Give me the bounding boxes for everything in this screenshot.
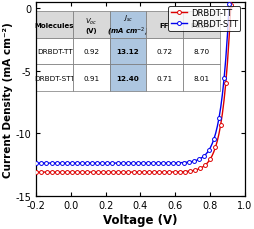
Y-axis label: Current Density (mA cm⁻²): Current Density (mA cm⁻²) bbox=[3, 22, 13, 177]
Line: DRBDT-TT: DRBDT-TT bbox=[34, 0, 240, 174]
DRBDT-TT bbox=[174, 171, 177, 174]
DRBDT-STT bbox=[89, 162, 92, 165]
DRBDT-STT bbox=[146, 162, 149, 165]
DRBDT-TT bbox=[77, 171, 80, 174]
DRBDT-STT bbox=[173, 162, 176, 165]
DRBDT-STT bbox=[77, 162, 80, 165]
Legend: DRBDT-TT, DRBDT-STT: DRBDT-TT, DRBDT-STT bbox=[168, 7, 240, 31]
DRBDT-TT bbox=[35, 171, 38, 174]
Line: DRBDT-STT: DRBDT-STT bbox=[34, 0, 239, 165]
DRBDT-TT bbox=[147, 171, 150, 174]
X-axis label: Voltage (V): Voltage (V) bbox=[103, 213, 177, 226]
DRBDT-TT bbox=[194, 169, 197, 171]
DRBDT-TT bbox=[89, 171, 92, 174]
DRBDT-STT bbox=[35, 162, 38, 165]
DRBDT-STT bbox=[193, 160, 196, 162]
